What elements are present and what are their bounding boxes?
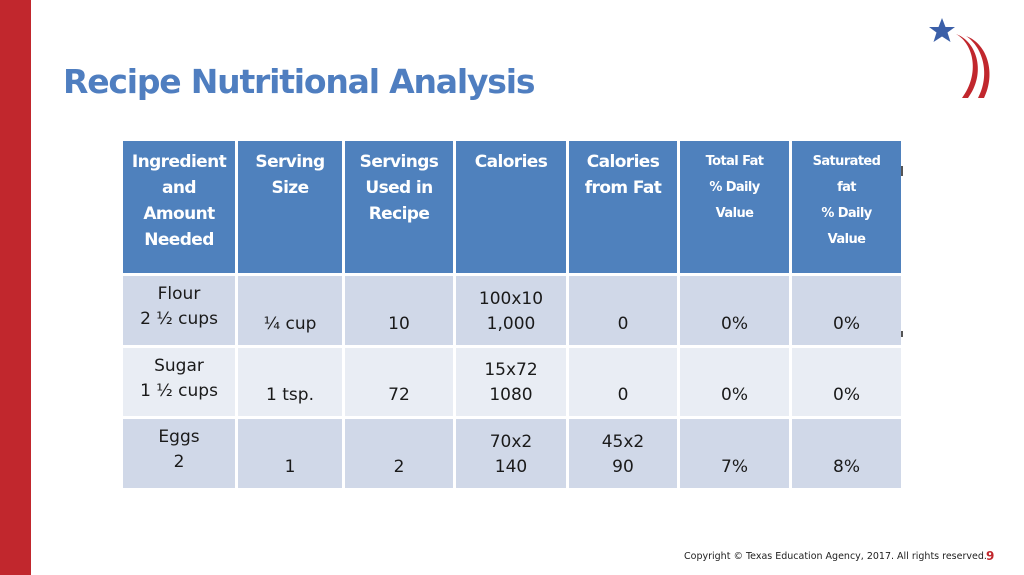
page-title: Recipe Nutritional Analysis xyxy=(63,62,535,101)
servings-used-cell: 10 xyxy=(342,273,456,348)
total-fat-dv-cell: 7% xyxy=(677,416,792,491)
total-fat-dv-cell: 0% xyxy=(677,273,792,348)
divider-tick xyxy=(901,331,903,337)
left-accent-bar xyxy=(0,0,31,575)
table-row: Eggs 2 1 2 70x2 140 45x2 90 7% 8% xyxy=(120,416,904,491)
ingredient-cell: Eggs 2 xyxy=(120,416,238,491)
servings-used-cell: 72 xyxy=(342,344,456,420)
calories-from-fat-cell: 0 xyxy=(566,344,680,420)
table-header-row: Ingredient and Amount Needed Serving Siz… xyxy=(120,138,904,276)
header-calories: Calories xyxy=(453,138,569,276)
header-serving-size: Serving Size xyxy=(235,138,345,276)
calories-cell: 70x2 140 xyxy=(453,416,569,491)
serving-size-cell: 1 tsp. xyxy=(235,344,345,420)
total-fat-dv-cell: 0% xyxy=(677,344,792,420)
ingredient-cell: Flour 2 ½ cups xyxy=(120,273,238,348)
copyright-footer: Copyright © Texas Education Agency, 2017… xyxy=(684,551,987,562)
star-and-flag-stripes-icon xyxy=(929,18,990,98)
servings-used-cell: 2 xyxy=(342,416,456,491)
saturated-fat-dv-cell: 0% xyxy=(789,344,904,420)
header-total-fat-dv: Total Fat % Daily Value xyxy=(677,138,792,276)
table-row: Sugar 1 ½ cups 1 tsp. 72 15x72 1080 0 0%… xyxy=(120,344,904,420)
header-saturated-fat-dv: Saturated fat % Daily Value xyxy=(789,138,904,276)
page-number: 9 xyxy=(986,549,995,563)
nutrition-table: Ingredient and Amount Needed Serving Siz… xyxy=(120,138,904,491)
header-servings-used: Servings Used in Recipe xyxy=(342,138,456,276)
table-row: Flour 2 ½ cups ¼ cup 10 100x10 1,000 0 0… xyxy=(120,273,904,348)
serving-size-cell: 1 xyxy=(235,416,345,491)
header-ingredient: Ingredient and Amount Needed xyxy=(120,138,238,276)
calories-cell: 15x72 1080 xyxy=(453,344,569,420)
calories-from-fat-cell: 0 xyxy=(566,273,680,348)
header-calories-from-fat: Calories from Fat xyxy=(566,138,680,276)
calories-from-fat-cell: 45x2 90 xyxy=(566,416,680,491)
serving-size-cell: ¼ cup xyxy=(235,273,345,348)
calories-cell: 100x10 1,000 xyxy=(453,273,569,348)
saturated-fat-dv-cell: 8% xyxy=(789,416,904,491)
divider-tick xyxy=(901,166,903,176)
saturated-fat-dv-cell: 0% xyxy=(789,273,904,348)
ingredient-cell: Sugar 1 ½ cups xyxy=(120,344,238,420)
